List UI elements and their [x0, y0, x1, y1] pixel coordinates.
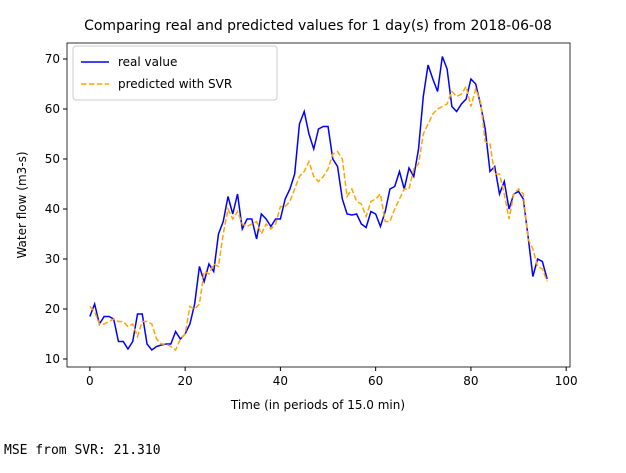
y-tick-label: 70: [45, 52, 60, 66]
y-tick-label: 50: [45, 152, 60, 166]
x-tick-label: 100: [555, 374, 578, 388]
chart-title: Comparing real and predicted values for …: [84, 18, 552, 34]
legend-label: predicted with SVR: [118, 77, 232, 91]
chart: Comparing real and predicted values for …: [15, 18, 578, 412]
x-tick-label: 80: [463, 374, 478, 388]
axes-frame: [66, 42, 571, 368]
plot-area: [89, 56, 548, 352]
x-tick-label: 20: [177, 374, 192, 388]
y-tick-label: 40: [45, 202, 60, 216]
y-tick-label: 60: [45, 102, 60, 116]
x-tick-label: 40: [273, 374, 288, 388]
x-tick-label: 60: [368, 374, 383, 388]
y-tick-label: 20: [45, 302, 60, 316]
legend-label: real value: [118, 55, 177, 69]
legend-box: [72, 45, 278, 101]
y-axis-label: Water flow (m3-s): [15, 151, 29, 258]
series-line: [89, 56, 548, 352]
y-tick-label: 10: [45, 352, 60, 366]
y-tick-label: 30: [45, 252, 60, 266]
x-axis-label: Time (in periods of 15.0 min): [230, 398, 405, 412]
series-line: [89, 84, 548, 352]
x-tick-label: 0: [86, 374, 94, 388]
output-text: MSE from SVR: 21.310: [4, 443, 161, 458]
